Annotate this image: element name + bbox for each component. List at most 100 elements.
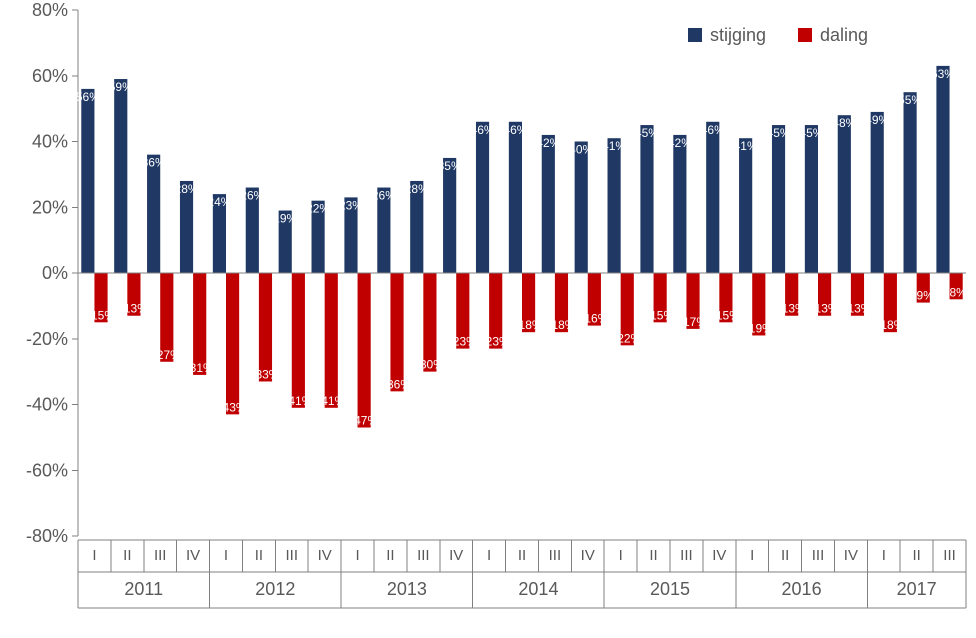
bar-label-daling: -13% bbox=[843, 302, 871, 316]
year-label: 2016 bbox=[782, 579, 822, 599]
bar-label-stijging: 41% bbox=[602, 139, 626, 153]
bar-label-stijging: 23% bbox=[339, 198, 363, 212]
y-tick-label: -20% bbox=[26, 329, 68, 349]
bar-label-stijging: 19% bbox=[273, 212, 297, 226]
quarter-label: III bbox=[812, 547, 825, 564]
bar-label-stijging: 48% bbox=[832, 116, 856, 130]
quarter-label: II bbox=[386, 547, 394, 564]
quarter-label: III bbox=[417, 547, 430, 564]
bar-label-stijging: 42% bbox=[668, 136, 692, 150]
bar-label-daling: -18% bbox=[515, 318, 543, 332]
bar-label-stijging: 46% bbox=[701, 123, 725, 137]
year-label: 2014 bbox=[518, 579, 558, 599]
bar-label-stijging: 45% bbox=[767, 126, 791, 140]
quarter-label: IV bbox=[449, 547, 463, 564]
bar-label-daling: -23% bbox=[482, 335, 510, 349]
bar-label-stijging: 26% bbox=[372, 189, 396, 203]
chart-background bbox=[0, 0, 976, 638]
quarter-label: IV bbox=[712, 547, 726, 564]
bar-label-daling: -9% bbox=[913, 289, 935, 303]
bar-stijging bbox=[904, 92, 917, 273]
bar-label-stijging: 35% bbox=[438, 159, 462, 173]
bar-label-daling: -13% bbox=[120, 302, 148, 316]
bar-label-stijging: 49% bbox=[865, 113, 889, 127]
bar-daling bbox=[390, 273, 403, 391]
bar-stijging bbox=[81, 89, 94, 273]
bar-label-daling: -41% bbox=[317, 394, 345, 408]
bar-stijging bbox=[640, 125, 653, 273]
bar-label-daling: -36% bbox=[383, 377, 411, 391]
bar-label-daling: -30% bbox=[416, 358, 444, 372]
y-tick-label: -40% bbox=[26, 395, 68, 415]
bar-label-stijging: 26% bbox=[240, 189, 264, 203]
year-label: 2017 bbox=[897, 579, 937, 599]
year-label: 2015 bbox=[650, 579, 690, 599]
quarter-label: I bbox=[92, 547, 96, 564]
bar-label-stijging: 56% bbox=[76, 90, 100, 104]
bar-label-daling: -13% bbox=[811, 302, 839, 316]
bar-label-daling: -13% bbox=[778, 302, 806, 316]
bar-stijging bbox=[542, 135, 555, 273]
quarter-label: III bbox=[943, 547, 956, 564]
bar-label-daling: -43% bbox=[219, 400, 247, 414]
y-tick-label: 0% bbox=[42, 263, 68, 283]
year-label: 2011 bbox=[124, 579, 163, 599]
year-label: 2013 bbox=[387, 579, 427, 599]
bar-daling bbox=[193, 273, 206, 375]
bar-stijging bbox=[805, 125, 818, 273]
bar-stijging bbox=[476, 122, 489, 273]
bar-daling bbox=[358, 273, 371, 428]
bar-label-daling: -17% bbox=[679, 315, 707, 329]
bar-label-daling: -15% bbox=[712, 308, 740, 322]
bar-label-daling: -18% bbox=[876, 318, 904, 332]
bar-label-stijging: 40% bbox=[569, 143, 593, 157]
quarter-label: I bbox=[882, 547, 886, 564]
bar-label-daling: -41% bbox=[284, 394, 312, 408]
bar-stijging bbox=[114, 79, 127, 273]
diverging-bar-chart: -80%-60%-40%-20%0%20%40%60%80%56%-15%59%… bbox=[0, 0, 976, 638]
quarter-label: III bbox=[286, 547, 299, 564]
bar-label-daling: -15% bbox=[87, 308, 115, 322]
y-tick-label: 40% bbox=[32, 132, 68, 152]
bar-stijging bbox=[443, 158, 456, 273]
bar-label-daling: -19% bbox=[745, 321, 773, 335]
bar-label-stijging: 63% bbox=[931, 67, 955, 81]
bar-label-daling: -18% bbox=[547, 318, 575, 332]
bar-label-stijging: 46% bbox=[503, 123, 527, 137]
bar-label-daling: -22% bbox=[613, 331, 641, 345]
y-tick-label: 80% bbox=[32, 0, 68, 20]
bar-label-daling: -23% bbox=[449, 335, 477, 349]
bar-label-stijging: 45% bbox=[799, 126, 823, 140]
quarter-label: IV bbox=[318, 547, 332, 564]
bar-label-stijging: 45% bbox=[635, 126, 659, 140]
y-tick-label: 60% bbox=[32, 66, 68, 86]
quarter-label: II bbox=[649, 547, 657, 564]
quarter-label: I bbox=[224, 547, 228, 564]
quarter-label: IV bbox=[186, 547, 200, 564]
bar-daling bbox=[226, 273, 239, 414]
bar-label-stijging: 55% bbox=[898, 93, 922, 107]
quarter-label: III bbox=[154, 547, 167, 564]
bar-label-daling: -8% bbox=[945, 285, 967, 299]
bar-label-stijging: 42% bbox=[536, 136, 560, 150]
bar-stijging bbox=[772, 125, 785, 273]
quarter-label: I bbox=[355, 547, 359, 564]
bar-daling bbox=[259, 273, 272, 381]
year-label: 2012 bbox=[255, 579, 295, 599]
bar-label-stijging: 28% bbox=[405, 182, 429, 196]
quarter-label: I bbox=[487, 547, 491, 564]
legend-swatch bbox=[798, 28, 812, 42]
bar-label-stijging: 24% bbox=[207, 195, 231, 209]
quarter-label: I bbox=[750, 547, 754, 564]
bar-label-stijging: 41% bbox=[734, 139, 758, 153]
y-tick-label: 20% bbox=[32, 197, 68, 217]
quarter-label: II bbox=[912, 547, 920, 564]
y-tick-label: -60% bbox=[26, 460, 68, 480]
bar-label-stijging: 36% bbox=[142, 156, 166, 170]
quarter-label: IV bbox=[581, 547, 595, 564]
bar-label-stijging: 46% bbox=[471, 123, 495, 137]
quarter-label: II bbox=[255, 547, 263, 564]
quarter-label: III bbox=[549, 547, 562, 564]
bar-stijging bbox=[871, 112, 884, 273]
bar-stijging bbox=[509, 122, 522, 273]
